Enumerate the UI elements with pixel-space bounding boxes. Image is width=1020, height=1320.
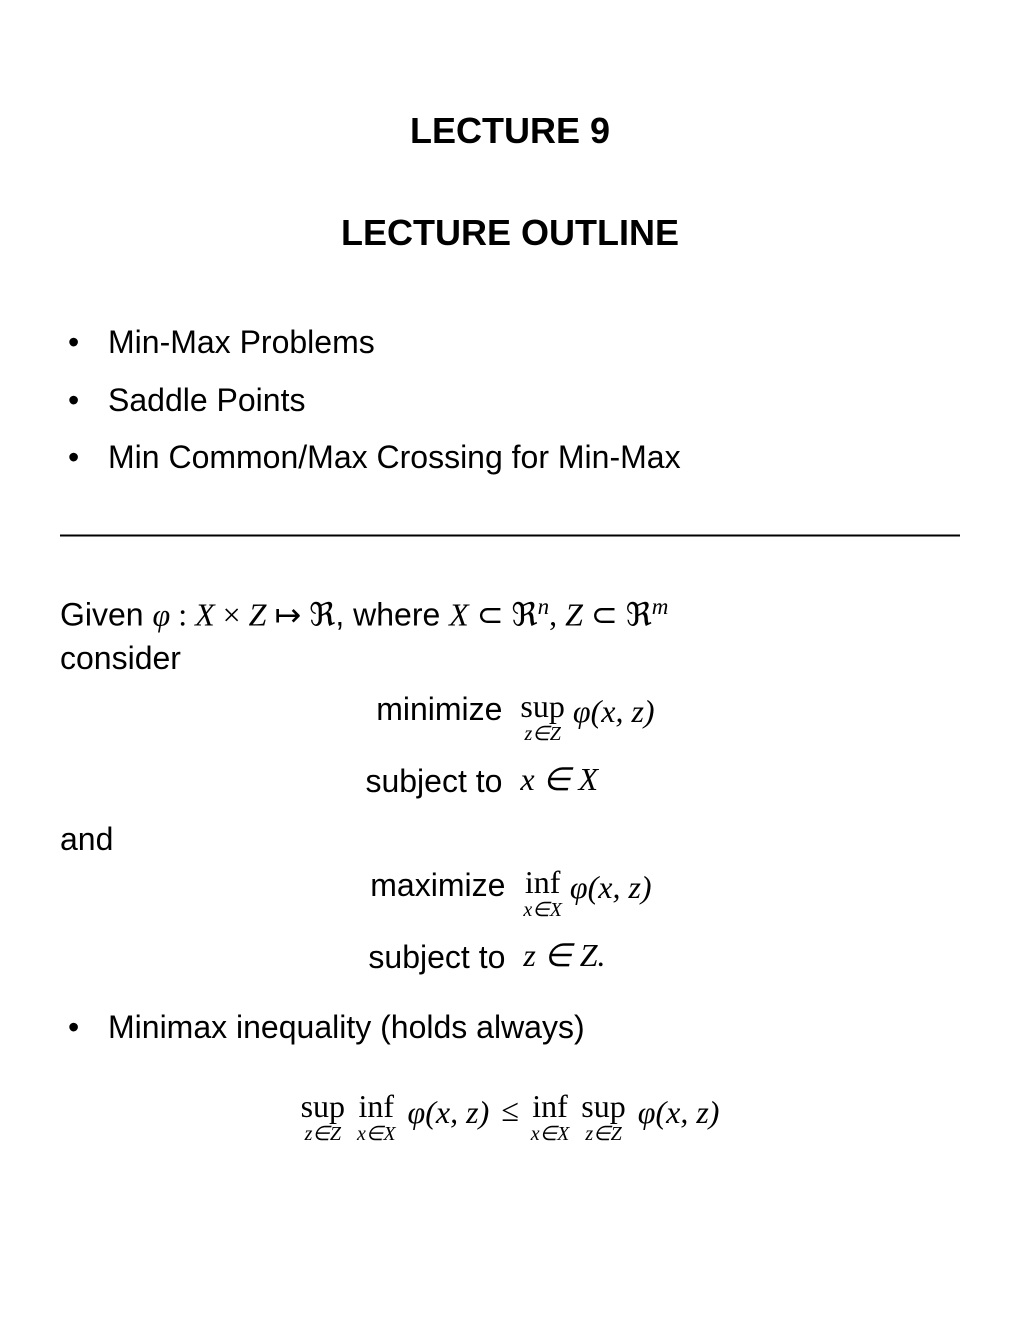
page: LECTURE 9 LECTURE OUTLINE Min-Max Proble… <box>0 0 1020 1320</box>
sym-colon: : <box>170 596 195 632</box>
sym-mapsto: ↦ <box>266 596 309 632</box>
minimize-label: minimize <box>365 690 502 727</box>
phi-xz: φ(x, z) <box>573 693 655 729</box>
text-consider: consider <box>60 640 181 676</box>
x-in-X: x ∈ X <box>520 761 598 797</box>
sup-m: m <box>652 593 669 619</box>
lhs-phi: φ(x, z) <box>408 1094 490 1131</box>
inf-text: inf <box>525 866 561 898</box>
lhs-sup-text: sup <box>301 1090 345 1122</box>
rhs-phi: φ(x, z) <box>638 1094 720 1131</box>
sym-real-n: ℜ <box>512 596 538 632</box>
sym-times: × <box>215 596 249 632</box>
rhs-inf-sub: x∈X <box>531 1124 570 1144</box>
lecture-title: LECTURE 9 <box>60 110 960 152</box>
sup-n: n <box>538 593 550 619</box>
inf-sub: x∈X <box>523 900 562 920</box>
subject-expr-2: z ∈ Z. <box>523 938 651 973</box>
inequality-bullet: Minimax inequality (holds always) <box>60 1009 960 1046</box>
lhs-sup: sup z∈Z <box>301 1090 345 1144</box>
sym-Z: Z <box>249 596 267 632</box>
sym-subset: ⊂ <box>469 596 512 632</box>
sym-real: ℜ <box>309 596 335 632</box>
subject-label: subject to <box>365 762 502 799</box>
sup-text: sup <box>520 690 564 722</box>
subject-label-2: subject to <box>368 938 505 975</box>
outline-item: Min-Max Problems <box>60 314 960 372</box>
phi-xz-2: φ(x, z) <box>570 869 652 905</box>
sym-X: X <box>195 596 215 632</box>
sym-comma: , <box>549 596 565 632</box>
inequality-bullet-list: Minimax inequality (holds always) <box>60 1009 960 1046</box>
text-where: , where <box>335 596 449 632</box>
lhs-sup-sub: z∈Z <box>305 1124 341 1144</box>
rhs-sup-sub: z∈Z <box>585 1124 621 1144</box>
sym-Z2: Z <box>565 596 583 632</box>
maximize-block: maximize inf x∈X φ(x, z) subject to z ∈ … <box>60 866 960 975</box>
minimize-block: minimize sup z∈Z φ(x, z) subject to x ∈ … <box>60 690 960 799</box>
z-in-Z: z ∈ Z. <box>523 937 605 973</box>
outline-list: Min-Max Problems Saddle Points Min Commo… <box>60 314 960 487</box>
rhs-sup-text: sup <box>581 1090 625 1122</box>
lhs-inf: inf x∈X <box>357 1090 396 1144</box>
text-given: Given <box>60 596 152 632</box>
sym-subset2: ⊂ <box>583 596 626 632</box>
sym-phi: φ <box>152 596 170 632</box>
sym-real-m: ℜ <box>626 596 652 632</box>
and-text: and <box>60 821 960 858</box>
lhs-inf-text: inf <box>359 1090 395 1122</box>
maximize-label: maximize <box>368 866 505 903</box>
minimax-inequality: sup z∈Z inf x∈X φ(x, z) ≤ inf x∈X sup z∈… <box>60 1090 960 1144</box>
given-paragraph: Given φ : X × Z ↦ ℜ, where X ⊂ ℜn, Z ⊂ ℜ… <box>60 591 960 680</box>
maximize-expr: inf x∈X φ(x, z) <box>523 866 651 920</box>
sup-sub: z∈Z <box>524 724 560 744</box>
outline-item: Saddle Points <box>60 372 960 430</box>
separator-dashes: —————————————————————————————— <box>60 517 960 551</box>
rhs-sup: sup z∈Z <box>581 1090 625 1144</box>
sym-X2: X <box>449 596 469 632</box>
outline-item: Min Common/Max Crossing for Min-Max <box>60 429 960 487</box>
le-symbol: ≤ <box>501 1090 519 1129</box>
subject-expr: x ∈ X <box>520 762 654 797</box>
rhs-inf: inf x∈X <box>531 1090 570 1144</box>
minimize-expr: sup z∈Z φ(x, z) <box>520 690 654 744</box>
lhs-inf-sub: x∈X <box>357 1124 396 1144</box>
outline-heading: LECTURE OUTLINE <box>60 212 960 254</box>
rhs-inf-text: inf <box>532 1090 568 1122</box>
sup-operator: sup z∈Z <box>520 690 564 744</box>
inf-operator: inf x∈X <box>523 866 562 920</box>
